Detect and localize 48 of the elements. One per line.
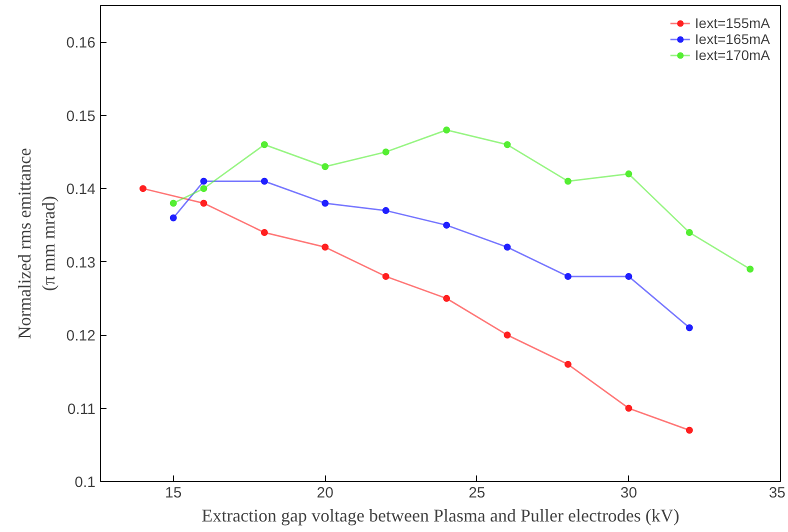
y-tick-label: 0.15 bbox=[66, 108, 96, 125]
point bbox=[625, 404, 632, 412]
x-tick-label: 30 bbox=[620, 484, 638, 502]
point bbox=[504, 244, 511, 251]
point bbox=[625, 272, 632, 280]
point bbox=[443, 222, 450, 229]
x-axis-title: Extraction gap voltage between Plasma and Puller electrodes (kV) bbox=[202, 506, 680, 526]
point bbox=[170, 214, 177, 222]
point bbox=[260, 229, 268, 236]
point bbox=[322, 244, 329, 251]
x-tick-label: 15 bbox=[165, 484, 182, 502]
point bbox=[686, 426, 693, 434]
point bbox=[686, 324, 693, 332]
point bbox=[564, 360, 572, 368]
point bbox=[504, 141, 511, 148]
point bbox=[504, 332, 511, 339]
point bbox=[382, 207, 390, 214]
y-tick-label: 0.16 bbox=[66, 34, 96, 52]
point bbox=[686, 229, 693, 236]
x-tick-label: 35 bbox=[768, 484, 786, 502]
point bbox=[564, 272, 572, 280]
point bbox=[625, 170, 632, 178]
point bbox=[382, 148, 390, 156]
x-tick-label: 25 bbox=[468, 484, 486, 502]
y-tick-label: 0.14 bbox=[66, 181, 96, 198]
point bbox=[564, 178, 572, 185]
point bbox=[382, 272, 390, 280]
point bbox=[443, 126, 450, 134]
y-tick-label: 0.12 bbox=[66, 328, 96, 345]
x-tick-label: 20 bbox=[316, 484, 334, 502]
y-tick-label: 0.13 bbox=[66, 254, 96, 272]
point bbox=[322, 163, 329, 170]
point bbox=[140, 185, 146, 192]
legend-label: Iext=170mA bbox=[694, 47, 770, 63]
y-axis-title: Normalized rms emittance (π mm mrad) bbox=[14, 148, 58, 339]
point bbox=[200, 185, 208, 192]
y-tick-label: 0.11 bbox=[67, 400, 96, 418]
point bbox=[260, 141, 268, 148]
y-tick-label: 0.1 bbox=[74, 474, 96, 491]
point bbox=[443, 294, 450, 302]
point bbox=[200, 178, 208, 185]
point bbox=[322, 200, 329, 207]
point bbox=[260, 178, 268, 185]
point bbox=[746, 266, 754, 273]
legend-label: Iext=155mA bbox=[694, 15, 770, 31]
point bbox=[200, 200, 208, 207]
legend-label: Iext=165mA bbox=[694, 31, 770, 47]
point bbox=[170, 200, 177, 207]
